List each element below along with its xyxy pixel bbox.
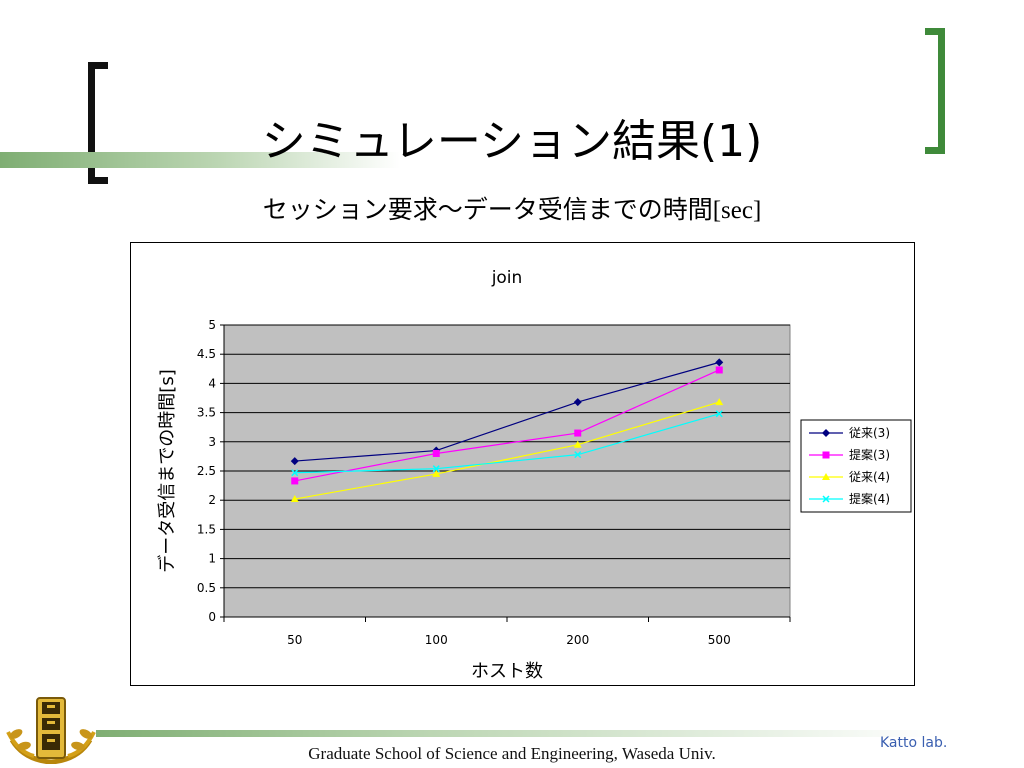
- subtitle-unit: [sec]: [712, 197, 762, 224]
- university-emblem-icon: [6, 697, 96, 764]
- data-point: [291, 477, 299, 485]
- y-tick-label: 0: [208, 610, 216, 624]
- data-point: [715, 358, 724, 367]
- chart-frame: 0 0.5 1 1.5 2 2.5 3 3.5 4 4.5 5 50 100 200 500 join ホスト数…: [130, 242, 915, 686]
- data-point: [715, 366, 723, 374]
- slide-subtitle: セッション要求～データ受信までの時間[sec]: [0, 192, 1024, 229]
- x-tick-label: 50: [287, 633, 302, 647]
- legend-marker: [822, 473, 830, 480]
- subtitle-text: セッション要求～データ受信までの時間: [262, 195, 713, 224]
- title-accent-bar: [0, 152, 400, 168]
- data-point: [432, 449, 440, 457]
- slide-title: シミュレーション結果(1): [261, 116, 763, 167]
- legend-marker: [822, 495, 830, 503]
- legend-entry: 提案(3): [849, 447, 890, 462]
- y-tick-label: 2: [208, 493, 216, 507]
- footer-accent-bar: [96, 730, 936, 737]
- data-point: [432, 465, 440, 473]
- y-axis-label: データ受信までの時間[s]: [157, 369, 178, 572]
- x-tick-label: 500: [708, 633, 731, 647]
- y-tick-label: 4.5: [197, 347, 216, 361]
- legend-entry: 提案(4): [849, 491, 890, 506]
- left-bracket-decoration: [88, 62, 108, 184]
- y-tick-label: 3.5: [197, 406, 216, 420]
- legend-entry: 従来(4): [849, 470, 890, 484]
- data-point: [574, 429, 582, 437]
- legend-marker: [822, 451, 830, 459]
- right-bracket-decoration: [925, 28, 945, 154]
- y-tick-label: 1.5: [197, 522, 216, 536]
- data-point: [291, 469, 299, 477]
- chart-title: join: [491, 268, 523, 288]
- data-point: [573, 398, 582, 407]
- y-tick-label: 1: [208, 552, 216, 566]
- y-tick-label: 5: [208, 318, 216, 332]
- series-line-0: [294, 361, 720, 462]
- y-tick-label: 2.5: [197, 464, 216, 478]
- series-line-1: [294, 369, 720, 482]
- series-line-3: [294, 413, 720, 474]
- data-point: [573, 440, 582, 448]
- line-chart: 0 0.5 1 1.5 2 2.5 3 3.5 4 4.5 5 50 100 200 500 join ホスト数…: [157, 268, 912, 682]
- series-line-2: [294, 401, 720, 500]
- y-tick-label: 4: [208, 376, 216, 390]
- footer-text: Graduate School of Science and Engineeri…: [308, 744, 716, 763]
- data-point: [715, 410, 723, 418]
- data-point: [290, 457, 299, 466]
- data-point: [574, 451, 582, 459]
- data-point: [290, 495, 299, 503]
- x-tick-label: 200: [566, 633, 589, 647]
- data-point: [432, 469, 441, 477]
- y-tick-label: 0.5: [197, 581, 216, 595]
- lab-name: Katto lab.: [880, 735, 948, 751]
- legend-marker: [822, 429, 830, 437]
- legend-box: [800, 419, 912, 513]
- x-axis-label: ホスト数: [471, 661, 543, 682]
- x-tick-label: 100: [425, 633, 448, 647]
- data-point: [715, 398, 724, 406]
- y-tick-label: 3: [208, 435, 216, 449]
- legend-entry: 従来(3): [849, 426, 890, 440]
